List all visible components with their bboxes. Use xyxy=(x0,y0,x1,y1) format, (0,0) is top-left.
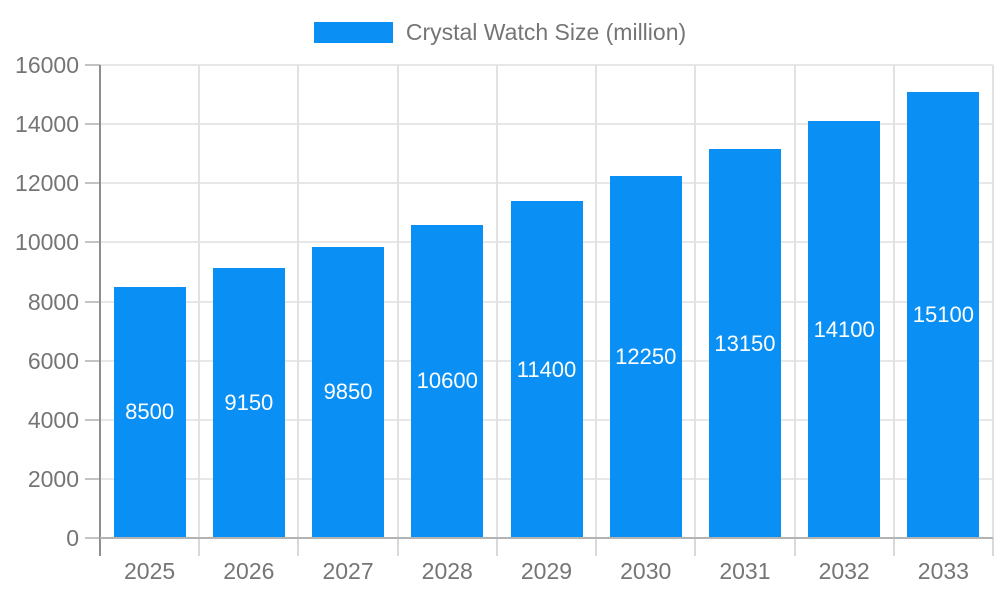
x-axis-line xyxy=(100,537,993,539)
bar: 11400 xyxy=(510,201,583,538)
y-tick xyxy=(85,182,100,185)
x-tick-label: 2025 xyxy=(124,558,176,584)
bar-value-label: 14100 xyxy=(813,316,875,342)
bar: 13150 xyxy=(708,149,781,538)
plot-area: 8500 9150 9850 10600 11400 12250 13150 14100 151… xyxy=(100,64,994,538)
y-tick xyxy=(85,241,100,244)
x-gridline xyxy=(694,65,697,538)
bar-value-label: 9850 xyxy=(323,379,373,405)
legend-swatch xyxy=(313,21,393,43)
x-gridline xyxy=(396,65,399,538)
y-tick-label: 4000 xyxy=(27,406,79,433)
bar-value-label: 12250 xyxy=(615,343,677,369)
x-tick-label: 2027 xyxy=(322,558,374,584)
x-gridline xyxy=(297,65,300,538)
legend-label: Crystal Watch Size (million) xyxy=(405,18,687,45)
y-tick xyxy=(85,300,100,303)
bar: 15100 xyxy=(907,91,980,538)
y-tick-label: 10000 xyxy=(15,229,79,256)
bar-value-label: 13150 xyxy=(714,330,776,356)
bar-value-label: 8500 xyxy=(125,399,175,425)
y-tick xyxy=(85,418,100,421)
x-gridline xyxy=(495,65,498,538)
y-tick-label: 14000 xyxy=(15,111,79,138)
y-tick-label: 0 xyxy=(66,525,79,551)
bar: 8500 xyxy=(113,286,186,538)
bar-value-label: 9150 xyxy=(224,389,274,415)
x-gridline xyxy=(892,65,895,538)
x-gridline xyxy=(198,65,201,538)
x-tick-label: 2029 xyxy=(520,558,573,584)
y-tick xyxy=(85,64,100,66)
x-tick-label: 2026 xyxy=(223,558,275,584)
y-tick-label: 6000 xyxy=(27,347,79,374)
x-tick-label: 2031 xyxy=(719,558,771,584)
y-gridline xyxy=(100,182,993,185)
x-tick xyxy=(992,538,994,556)
bar: 12250 xyxy=(609,175,682,538)
y-tick xyxy=(85,477,100,480)
bar: 10600 xyxy=(411,224,484,538)
x-tick xyxy=(694,538,697,556)
x-tick xyxy=(495,538,498,556)
x-tick xyxy=(793,538,796,556)
y-gridline xyxy=(100,64,993,66)
x-gridline xyxy=(992,65,994,538)
x-tick xyxy=(396,538,399,556)
bar: 9850 xyxy=(312,246,385,538)
x-tick-label: 2032 xyxy=(818,558,870,584)
x-tick xyxy=(595,538,598,556)
bar-value-label: 11400 xyxy=(516,356,577,382)
y-tick xyxy=(85,359,100,362)
y-tick xyxy=(85,123,100,126)
x-tick xyxy=(892,538,895,556)
y-tick-label: 2000 xyxy=(27,465,79,492)
bar: 14100 xyxy=(808,121,881,538)
y-tick-label: 12000 xyxy=(15,170,79,197)
y-tick-label: 8000 xyxy=(27,288,79,315)
x-tick-label: 2030 xyxy=(620,558,672,584)
x-gridline xyxy=(793,65,796,538)
bar-value-label: 10600 xyxy=(416,368,478,394)
y-tick xyxy=(85,537,100,539)
x-tick-label: 2033 xyxy=(917,558,969,584)
x-gridline xyxy=(595,65,598,538)
y-tick-label: 16000 xyxy=(15,52,79,78)
chart-legend[interactable]: Crystal Watch Size (million) xyxy=(0,18,1000,45)
y-axis-line xyxy=(99,65,101,556)
x-tick-label: 2028 xyxy=(421,558,473,584)
bar: 9150 xyxy=(212,267,285,538)
x-tick xyxy=(198,538,201,556)
y-gridline xyxy=(100,123,993,126)
x-tick xyxy=(297,538,300,556)
bar-value-label: 15100 xyxy=(912,301,974,327)
